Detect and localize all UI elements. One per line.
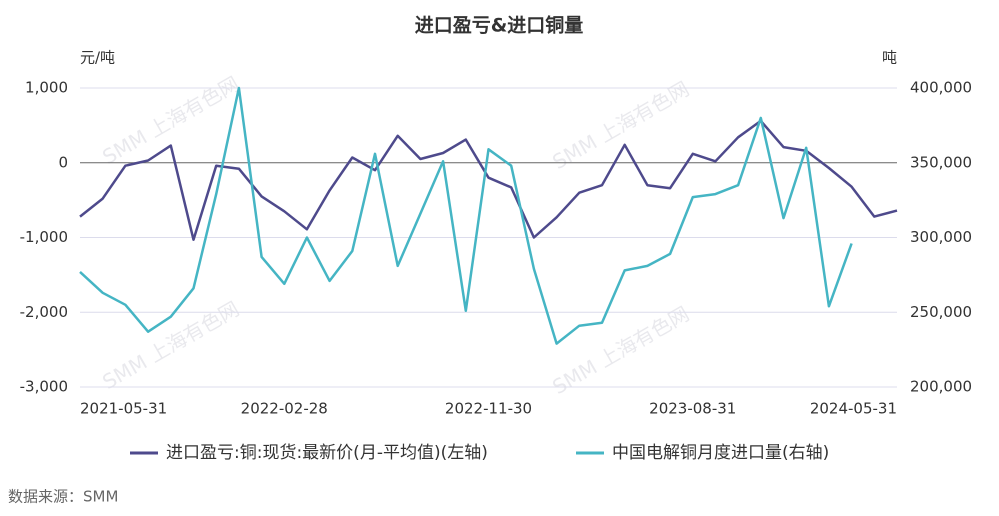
watermark: SMM 上海有色网 [98, 72, 243, 170]
x-tick-label: 2024-05-31 [810, 400, 897, 418]
y-tick-label: 1,000 [25, 79, 68, 97]
y-tick-label: -2,000 [20, 303, 68, 321]
x-tick-label: 2023-08-31 [649, 400, 736, 418]
y2-axis-unit: 吨 [882, 49, 897, 67]
series-line [79, 86, 853, 345]
y2-tick-label: 250,000 [910, 303, 972, 321]
y2-tick-label: 350,000 [910, 153, 972, 171]
x-tick-label: 2022-02-28 [241, 400, 328, 418]
y-tick-label: -1,000 [20, 228, 68, 246]
legend-label: 中国电解铜月度进口量(右轴) [612, 443, 829, 463]
watermark: SMM 上海有色网 [98, 297, 243, 395]
chart-title: 进口盈亏&进口铜量 [415, 14, 584, 37]
y2-tick-label: 400,000 [910, 79, 972, 97]
legend-label: 进口盈亏:铜:现货:最新价(月-平均值)(左轴) [166, 443, 488, 463]
x-tick-label: 2021-05-31 [80, 400, 167, 418]
source-note: 数据来源：SMM [8, 488, 118, 506]
watermark: SMM 上海有色网 [548, 302, 693, 400]
y2-tick-label: 300,000 [910, 228, 972, 246]
y-tick-label: -3,000 [20, 378, 68, 396]
y-axis-unit: 元/吨 [80, 49, 115, 67]
y-tick-label: 0 [58, 153, 68, 171]
y2-tick-label: 200,000 [910, 378, 972, 396]
watermark: SMM 上海有色网 [548, 77, 693, 175]
watermarks: SMM 上海有色网 SMM 上海有色网 SMM 上海有色网 SMM 上海有色网 [98, 72, 693, 400]
x-tick-label: 2022-11-30 [445, 400, 532, 418]
